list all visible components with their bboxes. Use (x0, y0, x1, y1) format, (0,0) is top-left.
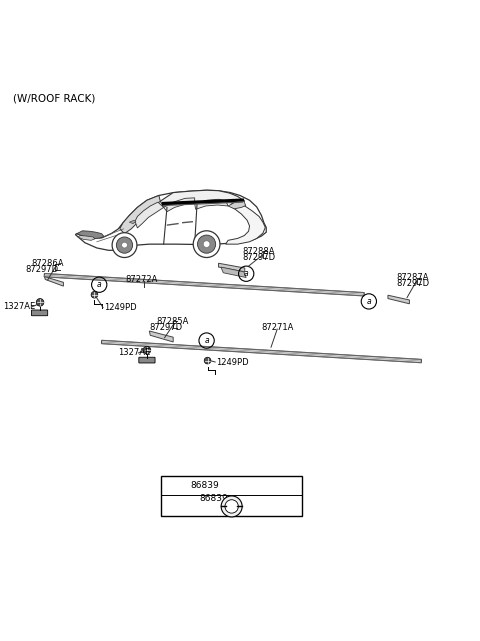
Text: 87272A: 87272A (125, 275, 158, 284)
Polygon shape (44, 274, 364, 296)
Polygon shape (44, 277, 63, 286)
Circle shape (225, 500, 239, 513)
Polygon shape (120, 196, 160, 234)
Text: 87288A: 87288A (242, 247, 275, 256)
Text: a: a (97, 280, 102, 289)
Polygon shape (129, 221, 136, 224)
Circle shape (198, 235, 216, 253)
Text: 87297D: 87297D (149, 322, 182, 331)
Text: 1249PD: 1249PD (216, 358, 249, 367)
Text: a: a (244, 269, 249, 278)
Polygon shape (44, 275, 364, 295)
Circle shape (221, 496, 242, 517)
Polygon shape (78, 235, 95, 240)
Text: a: a (173, 481, 178, 490)
Polygon shape (164, 198, 195, 212)
Text: a: a (204, 336, 209, 345)
Text: 86839: 86839 (199, 494, 228, 503)
Polygon shape (226, 202, 265, 244)
Text: 86839: 86839 (190, 481, 219, 490)
Circle shape (143, 346, 151, 354)
Polygon shape (228, 201, 246, 209)
Polygon shape (160, 190, 245, 208)
Text: 87297D: 87297D (25, 265, 59, 274)
Circle shape (121, 242, 127, 248)
Polygon shape (195, 199, 228, 210)
Polygon shape (77, 231, 104, 238)
Text: 87285A: 87285A (156, 317, 189, 326)
Text: (W/ROOF RACK): (W/ROOF RACK) (13, 94, 96, 104)
Circle shape (204, 357, 211, 364)
Polygon shape (388, 296, 409, 304)
Text: 87286A: 87286A (31, 259, 63, 268)
Text: a: a (367, 297, 371, 306)
Circle shape (116, 237, 132, 253)
Polygon shape (102, 342, 421, 362)
Text: 87287A: 87287A (396, 273, 429, 282)
Text: 1327AE: 1327AE (118, 349, 151, 358)
Polygon shape (149, 331, 173, 342)
Polygon shape (221, 267, 246, 278)
FancyBboxPatch shape (161, 476, 302, 516)
FancyBboxPatch shape (139, 357, 155, 363)
Text: 87297D: 87297D (396, 279, 430, 288)
Circle shape (112, 233, 137, 258)
Circle shape (91, 292, 98, 298)
Text: 87271A: 87271A (262, 323, 294, 332)
FancyBboxPatch shape (32, 310, 48, 316)
Text: 87297D: 87297D (242, 253, 276, 262)
Circle shape (36, 299, 44, 306)
Polygon shape (101, 340, 421, 363)
Polygon shape (75, 190, 266, 251)
Polygon shape (135, 202, 164, 228)
Text: 1249PD: 1249PD (104, 303, 137, 312)
Circle shape (193, 231, 220, 258)
Text: 1327AE: 1327AE (3, 302, 35, 311)
Polygon shape (218, 263, 245, 272)
Circle shape (203, 241, 210, 247)
